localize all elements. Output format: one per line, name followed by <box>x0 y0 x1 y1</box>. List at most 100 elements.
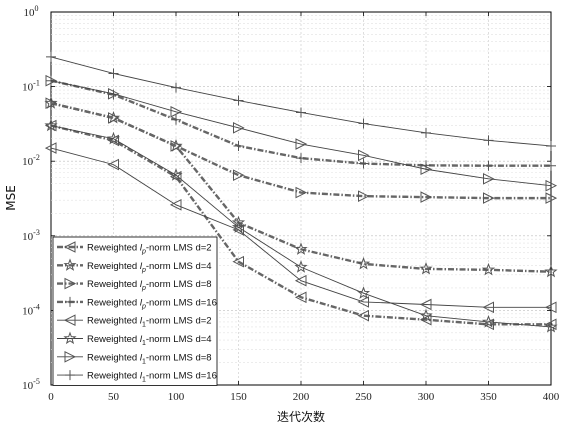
x-tick-label: 400 <box>543 391 560 403</box>
data-point <box>358 118 369 129</box>
legend-label: Reweighted l1-norm LMS d=8 <box>87 352 212 365</box>
data-point <box>233 122 245 134</box>
data-point <box>295 186 308 199</box>
data-point <box>169 168 183 181</box>
data-point <box>169 199 182 211</box>
data-point <box>45 97 58 109</box>
legend-item: Reweighted l1-norm LMS d=8 <box>57 350 212 365</box>
series-line <box>50 79 551 167</box>
data-point <box>544 301 557 314</box>
legend-marker <box>64 350 77 363</box>
series-line <box>50 80 552 187</box>
x-axis-label: 迭代次数 <box>277 409 325 424</box>
data-point <box>295 138 308 150</box>
legend-box <box>52 236 218 386</box>
data-point <box>108 88 120 100</box>
data-point <box>421 127 431 138</box>
legend-marker <box>63 331 77 345</box>
x-tick-label: 200 <box>293 391 310 403</box>
data-point <box>356 286 371 299</box>
data-point <box>107 134 119 147</box>
data-point <box>419 313 432 326</box>
series-8 <box>46 51 556 151</box>
legend-item: Reweighted lp-norm LMS d=8 <box>57 277 212 292</box>
series-5 <box>44 142 557 314</box>
data-point <box>106 131 121 145</box>
legend-label: Reweighted lp-norm LMS d=4 <box>87 261 212 274</box>
series-line <box>50 124 551 326</box>
data-point <box>233 140 244 151</box>
data-point <box>232 255 244 268</box>
data-point <box>108 68 119 79</box>
data-point <box>544 320 558 333</box>
data-point <box>419 308 433 322</box>
data-point <box>46 51 56 62</box>
data-point <box>483 135 494 146</box>
data-point <box>481 262 496 276</box>
data-point <box>420 163 433 176</box>
series-7 <box>45 74 558 192</box>
legend-item: Reweighted l1-norm LMS d=4 <box>57 331 212 347</box>
x-tick-label: 100 <box>168 391 185 403</box>
data-point <box>169 170 182 183</box>
data-point <box>546 160 556 171</box>
y-tick-label: 10-5 <box>22 377 40 392</box>
y-tick-label: 100 <box>24 4 39 19</box>
legend-item: Reweighted lp-norm LMS d=4 <box>57 258 212 274</box>
data-point <box>296 153 306 164</box>
data-point <box>544 264 558 278</box>
data-point <box>296 107 306 118</box>
data-point <box>171 114 181 125</box>
data-point <box>481 315 496 328</box>
y-axis-label: MSE <box>4 185 18 211</box>
data-point <box>108 112 120 124</box>
data-point <box>546 140 556 151</box>
x-tick-label: 300 <box>418 391 435 403</box>
data-point <box>170 140 183 152</box>
legend-item: Reweighted lp-norm LMS d=16 <box>57 296 217 310</box>
data-point <box>483 160 494 171</box>
data-point <box>419 261 433 275</box>
data-point <box>171 82 181 93</box>
y-tick-label: 10-1 <box>22 79 40 94</box>
series-line <box>50 101 552 273</box>
data-point <box>545 192 558 204</box>
legend-label: Reweighted lp-norm LMS d=8 <box>87 279 212 292</box>
data-point <box>294 291 307 304</box>
legend-item: Reweighted l1-norm LMS d=16 <box>57 370 217 384</box>
x-tick-label: 150 <box>230 391 247 403</box>
data-point <box>483 173 495 185</box>
series-line <box>50 147 551 308</box>
legend-item: Reweighted l1-norm LMS d=2 <box>57 314 212 329</box>
x-tick-label: 0 <box>48 391 54 403</box>
data-point <box>44 142 57 154</box>
legend-label: Reweighted l1-norm LMS d=2 <box>87 316 212 329</box>
legend-label: Reweighted lp-norm LMS d=2 <box>87 243 212 256</box>
data-point <box>107 158 119 171</box>
series-1 <box>44 119 557 331</box>
data-point <box>294 242 308 255</box>
series-6 <box>44 118 558 333</box>
data-point <box>358 190 370 202</box>
legend-marker <box>64 277 77 290</box>
data-point <box>233 169 245 181</box>
data-point <box>545 179 558 192</box>
series-line <box>50 125 552 328</box>
data-point <box>357 309 369 322</box>
legend-marker <box>63 314 76 327</box>
data-point <box>482 301 494 314</box>
y-tick-label: 10-4 <box>22 302 40 317</box>
data-point <box>45 74 58 87</box>
data-point <box>44 118 58 132</box>
y-tick-label: 10-2 <box>22 153 40 168</box>
legend-label: Reweighted lp-norm LMS d=16 <box>87 297 217 310</box>
data-point <box>170 105 183 118</box>
series-group <box>44 51 558 333</box>
legend-label: Reweighted l1-norm LMS d=4 <box>87 334 212 347</box>
legend: Reweighted lp-norm LMS d=2 Reweighted lp-… <box>52 236 218 386</box>
data-point <box>483 192 495 204</box>
data-point <box>231 220 246 233</box>
y-tick-label: 10-3 <box>22 228 40 243</box>
series-line <box>50 101 551 200</box>
